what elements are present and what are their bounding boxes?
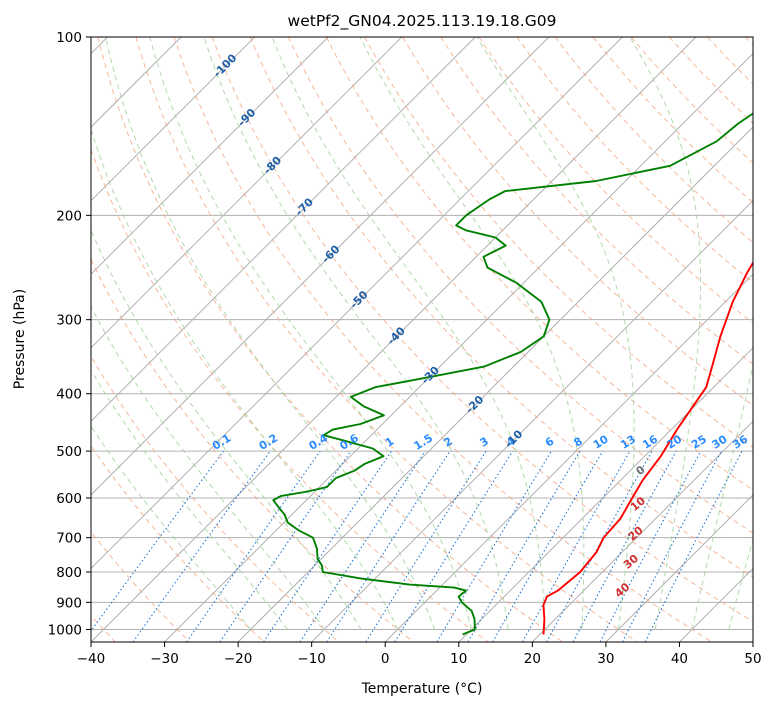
x-tick-label: 10 (450, 651, 467, 667)
dry-adiabat (173, 37, 713, 642)
dry-adiabat (516, 37, 753, 284)
moist-adiabat (91, 425, 252, 630)
y-tick-label: 100 (56, 30, 82, 46)
isotherm-line (458, 347, 753, 642)
mixing-ratio-line (644, 450, 743, 642)
isotherm-line (91, 37, 329, 275)
x-tick-label: −40 (77, 651, 106, 667)
chart-title: wetPf2_GN04.2025.113.19.18.G09 (288, 12, 557, 31)
isotherm-line (91, 37, 403, 349)
isotherm-line (605, 494, 753, 642)
mixing-ratio-line (263, 450, 392, 642)
x-tick-label: 50 (744, 651, 761, 667)
isotherm-line (531, 420, 753, 642)
dry-adiabat (91, 258, 414, 642)
mixing-ratio-line (546, 450, 653, 642)
isotherm-line (384, 273, 753, 642)
dry-adiabat (91, 531, 191, 642)
y-tick-label: 400 (56, 387, 82, 403)
isotherm-line (311, 199, 753, 642)
x-axis-label: Temperature (°C) (361, 681, 483, 697)
moist-adiabat (105, 37, 436, 630)
background-lines (91, 37, 753, 642)
y-tick-label: 700 (56, 531, 82, 547)
y-tick-label: 200 (56, 208, 82, 224)
moist-adiabat (359, 37, 585, 630)
mixing-ratio-line (572, 450, 677, 642)
moist-adiabat (691, 362, 753, 630)
moist-adiabat (476, 37, 635, 630)
x-tick-label: −10 (297, 651, 326, 667)
dry-adiabat (364, 37, 753, 449)
isotherm-line (91, 37, 697, 642)
temperature-profile-line (542, 260, 753, 635)
dry-adiabat (97, 37, 563, 642)
dry-adiabat (135, 37, 638, 642)
x-tick-label: −30 (150, 651, 179, 667)
profile-lines (272, 112, 753, 636)
x-tick-label: 20 (524, 651, 541, 667)
dry-adiabat (440, 37, 753, 365)
plot-frame (90, 36, 754, 643)
mixing-ratio-line (522, 450, 631, 642)
mixing-ratio-line (91, 450, 224, 632)
moist-adiabat (91, 228, 362, 630)
axis-ticks: −40 −30 −20 −10 0 10 20 30 40 50 100 200 300 400 500 60… (48, 30, 762, 667)
dry-adiabat (478, 37, 753, 324)
x-tick-label: 40 (671, 651, 688, 667)
dry-adiabat (249, 37, 753, 578)
isotherm-line (91, 37, 623, 570)
y-tick-label: 600 (56, 491, 82, 507)
mixing-ratio-line (186, 450, 321, 642)
y-tick-label: 1000 (48, 622, 82, 638)
y-tick-label: 300 (56, 313, 82, 329)
mixing-ratio-line (394, 450, 514, 642)
dry-adiabat (630, 37, 753, 164)
x-tick-label: −20 (224, 651, 253, 667)
mixing-ratio-line (299, 450, 426, 642)
dry-adiabat (402, 37, 753, 407)
dry-adiabat (592, 37, 753, 204)
dry-adiabat (91, 445, 265, 642)
dry-adiabat (211, 37, 753, 623)
moist-adiabat (91, 369, 288, 630)
plot-area: 0.1 0.2 0.4 0.6 1 1.5 2 3 4 6 8 10 13 16 20 25 30 36-100-… (91, 37, 753, 642)
mixing-ratio-line (219, 450, 352, 642)
y-tick-label: 800 (56, 565, 82, 581)
moist-adiabat (271, 37, 546, 630)
mixing-ratio-line (326, 450, 451, 642)
dewpoint-profile-line (272, 112, 753, 636)
y-axis-label: Pressure (hPa) (12, 289, 28, 389)
x-tick-label: 0 (381, 651, 390, 667)
isotherm-line (164, 52, 753, 642)
x-tick-label: 30 (597, 651, 614, 667)
y-tick-label: 500 (56, 444, 82, 460)
moist-adiabat (629, 37, 702, 630)
isotherm-line (91, 37, 550, 496)
y-tick-label: 900 (56, 595, 82, 611)
moist-adiabat (91, 127, 399, 630)
moist-adiabat (203, 37, 509, 630)
isotherm-line (91, 37, 476, 423)
isotherm-line (91, 37, 256, 202)
mixing-ratio-line (132, 450, 271, 642)
